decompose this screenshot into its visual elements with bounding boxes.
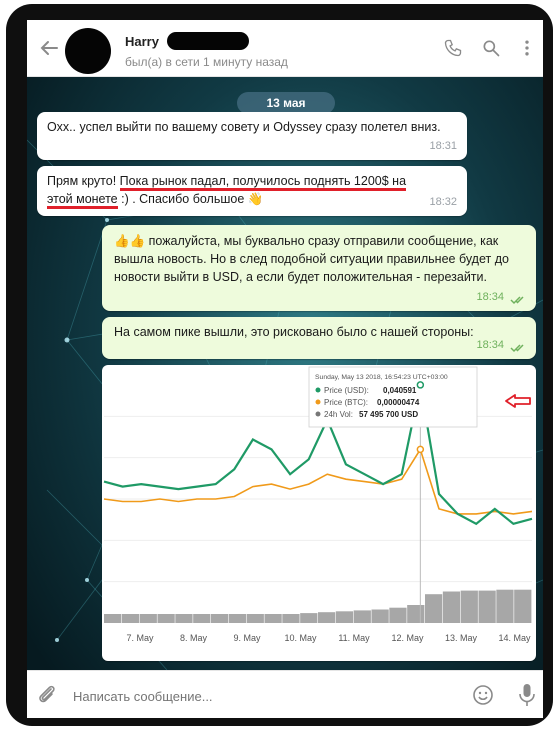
underlined-text-2: этой монете bbox=[47, 192, 118, 209]
volume-bar bbox=[353, 610, 371, 623]
message-time: 18:34 bbox=[476, 339, 504, 351]
volume-bar bbox=[496, 589, 514, 623]
attach-paperclip-icon[interactable] bbox=[35, 683, 59, 707]
message-text-body: пожалуйста, мы буквально сразу отправили… bbox=[114, 234, 509, 284]
wave-hand-icon: 👋 bbox=[247, 192, 264, 206]
volume-bar bbox=[335, 611, 354, 623]
tooltip-volume-value: 57 495 700 USD bbox=[359, 410, 418, 419]
volume-bar bbox=[157, 614, 175, 623]
x-tick-label: 14. May bbox=[498, 633, 531, 643]
x-tick-label: 12. May bbox=[391, 633, 424, 643]
x-tick-label: 7. May bbox=[126, 633, 154, 643]
read-checkmarks-icon bbox=[510, 296, 524, 305]
volume-bar bbox=[460, 590, 478, 623]
message-text-start: Прям круто! bbox=[47, 174, 120, 188]
volume-bar bbox=[442, 591, 461, 623]
message-time: 18:32 bbox=[429, 196, 457, 208]
thumbs-up-icon: 👍👍 bbox=[114, 234, 146, 248]
volume-bar bbox=[175, 614, 193, 623]
back-arrow-icon[interactable] bbox=[37, 36, 61, 60]
annotation-arrow-icon bbox=[505, 394, 531, 408]
emoji-smile-icon[interactable] bbox=[471, 683, 495, 707]
series-line-price-usd bbox=[103, 384, 533, 526]
message-text-end: :) . Спасибо большое bbox=[117, 192, 245, 206]
volume-series bbox=[104, 589, 532, 623]
search-icon[interactable] bbox=[481, 38, 501, 58]
volume-bar bbox=[264, 614, 282, 623]
tooltip-btc-value: 0,00000474 bbox=[377, 398, 420, 407]
incoming-message-2[interactable]: Прям круто! Пока рынок падал, получилось… bbox=[37, 166, 467, 216]
message-text: 👍👍 пожалуйста, мы буквально сразу отправ… bbox=[114, 232, 519, 286]
redacted-name-mark bbox=[167, 32, 249, 50]
microphone-icon[interactable] bbox=[515, 682, 539, 708]
tooltip-btc-label: Price (BTC): bbox=[324, 398, 368, 407]
tooltip-timestamp: Sunday, May 13 2018, 16:54:23 UTC+03:00 bbox=[315, 374, 448, 381]
hover-point-btc bbox=[416, 445, 425, 454]
hover-point-usd bbox=[416, 381, 425, 389]
tablet-frame: Harry был(а) в сети 1 минуту назад 13 ма… bbox=[6, 4, 553, 726]
outgoing-message-1[interactable]: 👍👍 пожалуйста, мы буквально сразу отправ… bbox=[102, 225, 536, 311]
volume-bar bbox=[121, 614, 140, 623]
volume-bar bbox=[371, 609, 389, 623]
underlined-text-1: Пока рынок падал, получилось поднять 120… bbox=[119, 174, 407, 191]
volume-bar bbox=[228, 614, 247, 623]
volume-bar bbox=[211, 614, 229, 623]
message-text: Прям круто! Пока рынок падал, получилось… bbox=[47, 172, 457, 209]
chat-screen: Harry был(а) в сети 1 минуту назад 13 ма… bbox=[27, 20, 543, 718]
volume-bar bbox=[318, 612, 336, 623]
volume-bar bbox=[478, 590, 496, 623]
message-time: 18:31 bbox=[429, 140, 457, 152]
x-axis-ticks: 7. May 8. May 9. May 10. May 11. May 12. May 1… bbox=[126, 633, 531, 643]
message-text: Охх.. успел выйти по вашему совету и Ody… bbox=[47, 120, 441, 134]
incoming-message-1[interactable]: Охх.. успел выйти по вашему совету и Ody… bbox=[37, 112, 467, 160]
x-tick-label: 8. May bbox=[180, 633, 208, 643]
volume-bar bbox=[514, 589, 532, 623]
volume-bar bbox=[104, 614, 122, 623]
contact-status: был(а) в сети 1 минуту назад bbox=[125, 55, 288, 69]
phone-icon[interactable] bbox=[443, 38, 463, 58]
tooltip-volume-label: 24h Vol: bbox=[324, 410, 353, 419]
more-vertical-icon[interactable] bbox=[517, 38, 537, 58]
series-line-price-btc bbox=[103, 447, 533, 515]
chart-tooltip: Sunday, May 13 2018, 16:54:23 UTC+03:00 … bbox=[308, 366, 478, 428]
message-input-bar bbox=[27, 670, 543, 718]
volume-bar bbox=[425, 594, 443, 623]
volume-bar bbox=[407, 605, 425, 623]
message-input[interactable] bbox=[71, 683, 455, 709]
message-text: На самом пике вышли, это рисковано было … bbox=[114, 325, 474, 339]
legend-marker-volume bbox=[315, 411, 321, 417]
volume-bar bbox=[246, 614, 264, 623]
volume-bar bbox=[389, 607, 407, 623]
chat-header: Harry был(а) в сети 1 минуту назад bbox=[27, 20, 543, 77]
x-tick-label: 9. May bbox=[233, 633, 261, 643]
message-time: 18:34 bbox=[476, 291, 504, 303]
tooltip-usd-label: Price (USD): bbox=[324, 386, 369, 395]
avatar[interactable] bbox=[65, 28, 111, 74]
chart-image-message[interactable]: 7. May 8. May 9. May 10. May 11. May 12. May 1… bbox=[102, 365, 536, 661]
volume-bar bbox=[139, 614, 157, 623]
read-checkmarks-icon bbox=[510, 344, 524, 353]
volume-bar bbox=[300, 613, 318, 623]
x-tick-label: 10. May bbox=[284, 633, 317, 643]
price-chart: 7. May 8. May 9. May 10. May 11. May 12. May 1… bbox=[103, 366, 533, 643]
x-tick-label: 11. May bbox=[338, 633, 370, 643]
volume-bar bbox=[193, 614, 211, 623]
legend-marker-usd bbox=[315, 387, 321, 393]
date-separator: 13 мая bbox=[237, 92, 335, 114]
outgoing-message-2[interactable]: На самом пике вышли, это рисковано было … bbox=[102, 317, 536, 359]
tooltip-usd-value: 0,040591 bbox=[383, 386, 417, 395]
contact-name[interactable]: Harry bbox=[125, 34, 159, 49]
x-tick-label: 13. May bbox=[445, 633, 478, 643]
volume-bar bbox=[282, 614, 300, 623]
legend-marker-btc bbox=[315, 399, 321, 405]
